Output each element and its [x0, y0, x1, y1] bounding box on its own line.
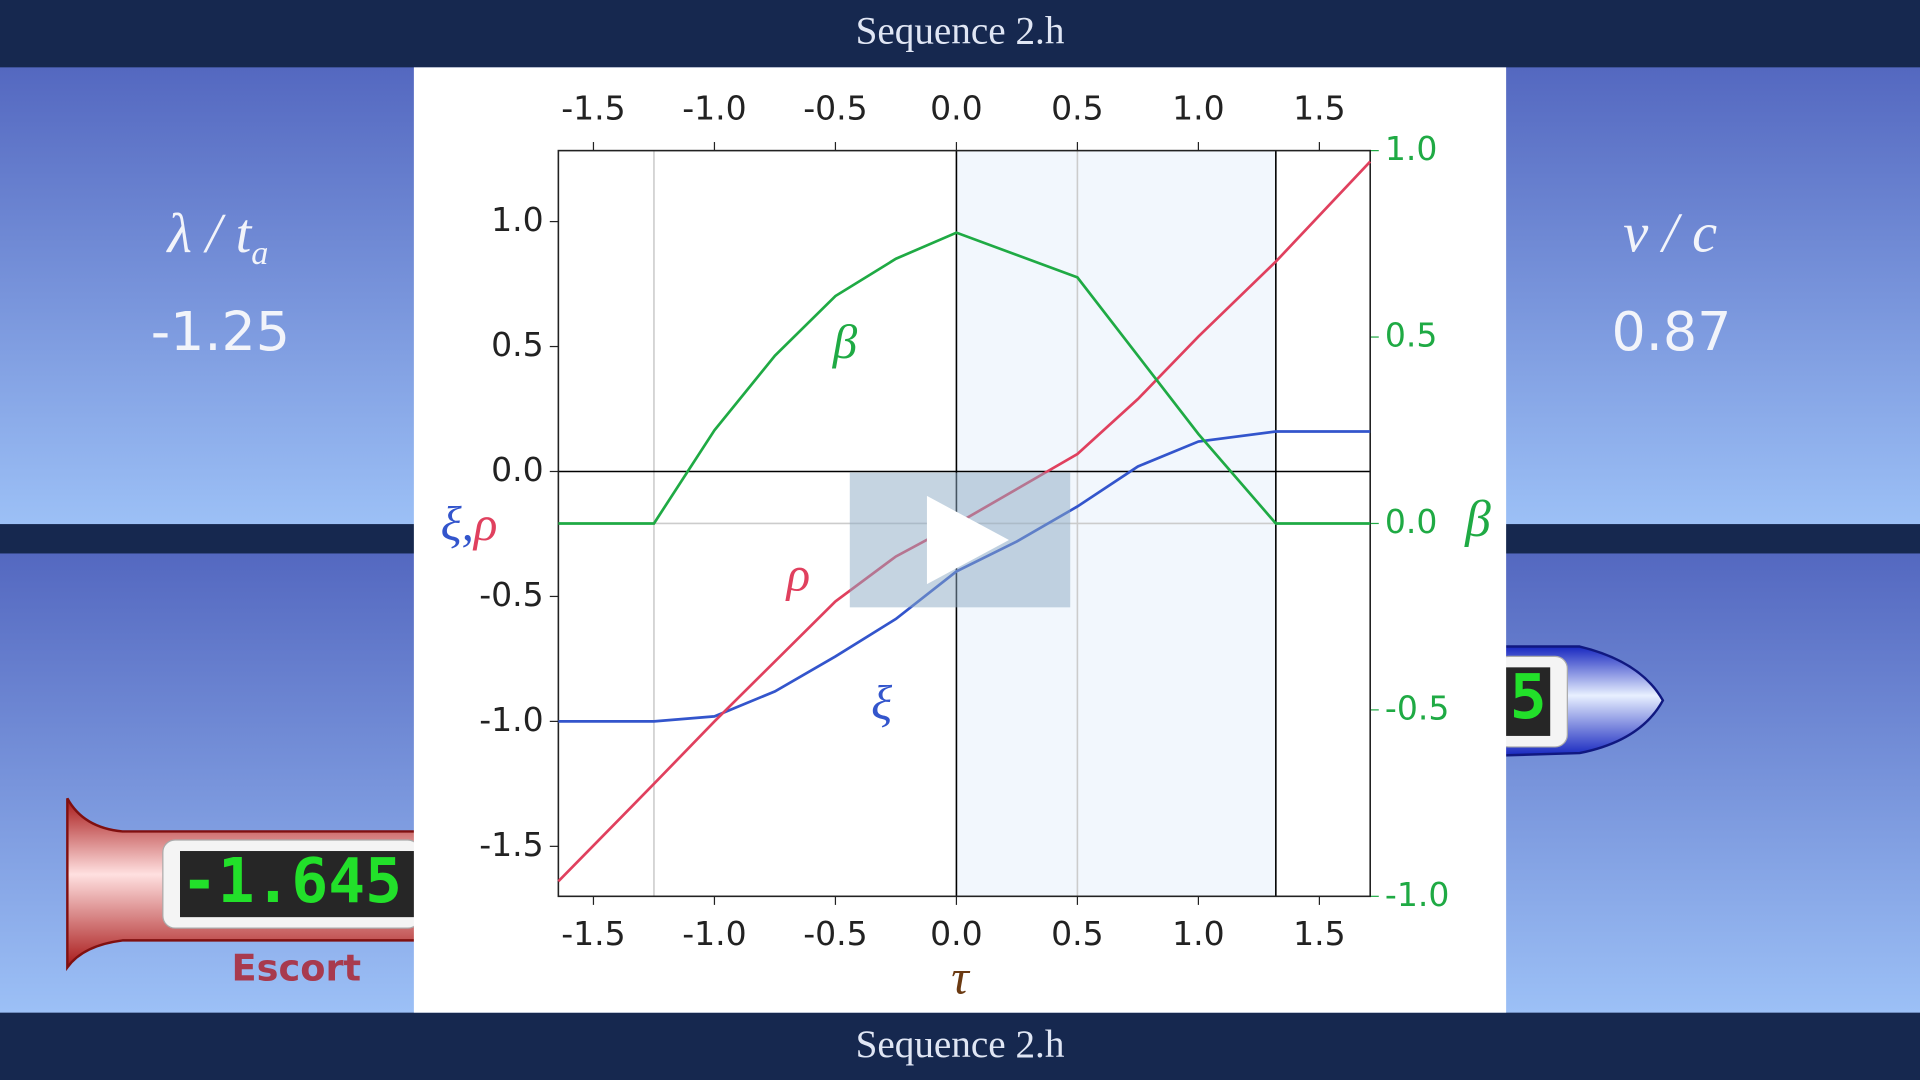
header-title: Sequence 2.h [856, 9, 1065, 52]
x-tick-label: -1.5 [561, 914, 625, 953]
escort-name: Escort [232, 946, 362, 989]
x-tick-label-top: 1.0 [1172, 89, 1225, 128]
x-tick-label-top: 0.5 [1051, 89, 1104, 128]
y2-tick-label: 0.0 [1385, 502, 1438, 541]
traveler-ship: 5 [1495, 645, 1665, 757]
x-tick-label-top: -1.0 [682, 89, 746, 128]
x-tick-label: 1.0 [1172, 914, 1225, 953]
y-tick-label: -1.0 [479, 700, 543, 739]
x-axis-label: τ [951, 949, 971, 1004]
y2-tick-label: 0.5 [1385, 316, 1438, 355]
y2-tick-label: -1.0 [1385, 875, 1449, 914]
y-axis-label-part: ρ [472, 496, 498, 551]
left-label-sub: a [251, 234, 268, 272]
escort-clock: -1.645 [181, 846, 402, 917]
series-label: ξ [871, 675, 892, 730]
y-tick-label: -1.5 [479, 825, 543, 864]
x-tick-label-top: -0.5 [803, 89, 867, 128]
x-tick-label-top: -1.5 [561, 89, 625, 128]
series-label: ρ [785, 546, 811, 601]
x-tick-label: 1.5 [1293, 914, 1346, 953]
y-axis-label-part: , [462, 496, 474, 551]
y2-axis-label: β [1464, 491, 1491, 548]
x-tick-label: -0.5 [803, 914, 867, 953]
series-label: β [832, 314, 858, 369]
escort-display [180, 851, 417, 918]
y-tick-label: 0.5 [491, 325, 544, 364]
y-tick-label: -0.5 [479, 575, 543, 614]
plot: -1.5 -1.5 -1.0 -1.0 -0.5 -0.5 0.0 0.0 0.5 0.5 1.0 1… [441, 89, 1492, 1005]
y2-tick-label: 1.0 [1385, 129, 1438, 168]
right-value: 0.87 [1611, 300, 1731, 363]
y-axis-label: ξ,ρ [441, 496, 498, 551]
left-label: λ / ta [165, 203, 268, 272]
y-tick-label: 1.0 [491, 200, 544, 239]
play-icon[interactable] [926, 495, 1009, 585]
series-line [558, 231, 1371, 525]
x-tick-label: 0.5 [1051, 914, 1104, 953]
y-tick-label: 0.0 [491, 450, 544, 489]
left-label-main: λ / t [165, 203, 252, 265]
left-value: -1.25 [151, 300, 290, 363]
x-tick-label: 0.0 [930, 914, 983, 953]
x-tick-label-top: 1.5 [1293, 89, 1346, 128]
escort-ship: -1.645 Escort [66, 797, 421, 989]
footer-title: Sequence 2.h [856, 1023, 1065, 1066]
y2-tick-label: -0.5 [1385, 688, 1449, 727]
x-tick-label: -1.0 [682, 914, 746, 953]
traveler-clock: 5 [1510, 662, 1547, 733]
y-axis-label-part: ξ [441, 496, 462, 551]
play-button[interactable] [849, 472, 1071, 608]
x-tick-label-top: 0.0 [930, 89, 983, 128]
right-label: v / c [1623, 203, 1717, 265]
